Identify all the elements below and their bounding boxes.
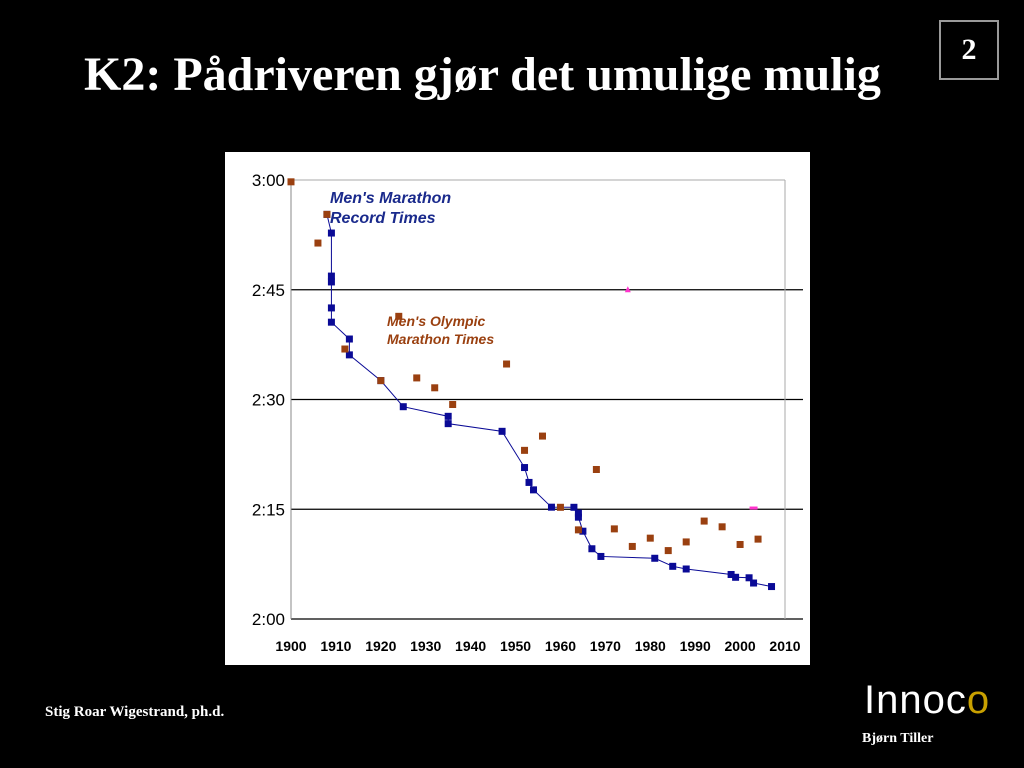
record-point bbox=[327, 318, 335, 326]
olympic-point bbox=[664, 547, 672, 555]
record-point bbox=[682, 565, 690, 573]
x-tick-label: 1950 bbox=[500, 638, 531, 654]
innoco-logo: Innoco bbox=[864, 678, 990, 722]
olympic-point bbox=[646, 534, 654, 542]
record-point bbox=[327, 304, 335, 312]
y-tick-label: 2:00 bbox=[252, 610, 285, 629]
chart-annotation: Record Times bbox=[330, 210, 436, 227]
olympic-point bbox=[314, 239, 322, 247]
author-name: Stig Roar Wigestrand, ph.d. bbox=[45, 704, 225, 720]
chart-svg: 3:00 2:45 2:30 2:15 2:00 1900 1910 1920 1930 1940… bbox=[252, 171, 803, 654]
logo-subtitle: Bjørn Tiller bbox=[862, 731, 934, 746]
olympic-point bbox=[754, 535, 762, 543]
x-tick-label: 1920 bbox=[365, 638, 396, 654]
chart-annotation: Marathon Times bbox=[387, 331, 494, 347]
logo-accent-letter: o bbox=[966, 678, 991, 722]
y-tick-label: 2:15 bbox=[252, 500, 285, 519]
record-point bbox=[597, 552, 605, 560]
record-point bbox=[327, 272, 335, 280]
record-point bbox=[745, 574, 753, 582]
logo-text: Innoco bbox=[864, 678, 991, 722]
record-point bbox=[521, 464, 529, 472]
olympic-point bbox=[682, 538, 690, 546]
chart-annotation: Men's Marathon bbox=[330, 190, 451, 207]
y-tick-label: 2:30 bbox=[252, 391, 285, 410]
olympic-point bbox=[503, 360, 511, 368]
olympic-point bbox=[736, 540, 744, 548]
record-point bbox=[574, 509, 582, 517]
x-tick-label: 1970 bbox=[590, 638, 621, 654]
page-number: 2 bbox=[939, 20, 999, 80]
series-line bbox=[326, 214, 772, 588]
olympic-point bbox=[718, 523, 726, 531]
olympic-point bbox=[449, 400, 457, 408]
record-point bbox=[750, 579, 758, 587]
record-point bbox=[669, 562, 677, 570]
record-point bbox=[530, 486, 538, 494]
record-point bbox=[327, 229, 335, 237]
record-point bbox=[444, 412, 452, 420]
record-point bbox=[588, 545, 596, 553]
olympic-point bbox=[628, 542, 636, 550]
y-tick-label: 2:45 bbox=[252, 281, 285, 300]
olympic-point bbox=[323, 210, 331, 218]
record-point bbox=[345, 335, 353, 343]
marathon-chart: 3:00 2:45 2:30 2:15 2:00 1900 1910 1920 1930 1940… bbox=[225, 152, 810, 665]
record-point bbox=[574, 513, 582, 521]
olympic-point bbox=[377, 377, 385, 385]
olympic-point bbox=[431, 384, 439, 392]
olympic-point bbox=[287, 178, 295, 186]
record-point bbox=[498, 427, 506, 435]
record-point bbox=[547, 503, 555, 511]
record-point bbox=[732, 573, 740, 581]
x-tick-label: 1980 bbox=[635, 638, 666, 654]
x-tick-label: 1910 bbox=[320, 638, 351, 654]
record-point bbox=[570, 503, 578, 511]
olympic-point bbox=[700, 517, 708, 525]
x-tick-label: 1930 bbox=[410, 638, 441, 654]
olympic-point bbox=[413, 374, 421, 382]
x-tick-label: 1990 bbox=[680, 638, 711, 654]
olympic-point bbox=[538, 432, 546, 440]
olympic-point bbox=[521, 446, 529, 454]
x-tick-label: 2000 bbox=[725, 638, 756, 654]
olympic-point bbox=[610, 525, 618, 533]
record-point bbox=[327, 278, 335, 286]
olympic-point bbox=[395, 312, 403, 320]
x-tick-label: 1960 bbox=[545, 638, 576, 654]
olympic-point bbox=[341, 345, 349, 353]
olympic-point bbox=[574, 526, 582, 534]
record-point bbox=[345, 351, 353, 359]
slide-title: K2: Pådriveren gjør det umulige mulig bbox=[84, 48, 881, 101]
olympic-point bbox=[592, 465, 600, 473]
record-point bbox=[727, 570, 735, 578]
x-tick-label: 1900 bbox=[275, 638, 306, 654]
record-point bbox=[579, 527, 587, 535]
x-tick-label: 2010 bbox=[769, 638, 800, 654]
record-point bbox=[444, 420, 452, 428]
record-point bbox=[768, 583, 776, 591]
y-tick-label: 3:00 bbox=[252, 171, 285, 190]
olympic-point bbox=[556, 503, 564, 511]
x-tick-label: 1940 bbox=[455, 638, 486, 654]
record-point bbox=[651, 554, 659, 562]
record-point bbox=[525, 478, 533, 486]
record-point bbox=[399, 403, 407, 411]
chart-annotation: Men's Olympic bbox=[387, 313, 485, 329]
magenta-marker bbox=[624, 286, 631, 293]
